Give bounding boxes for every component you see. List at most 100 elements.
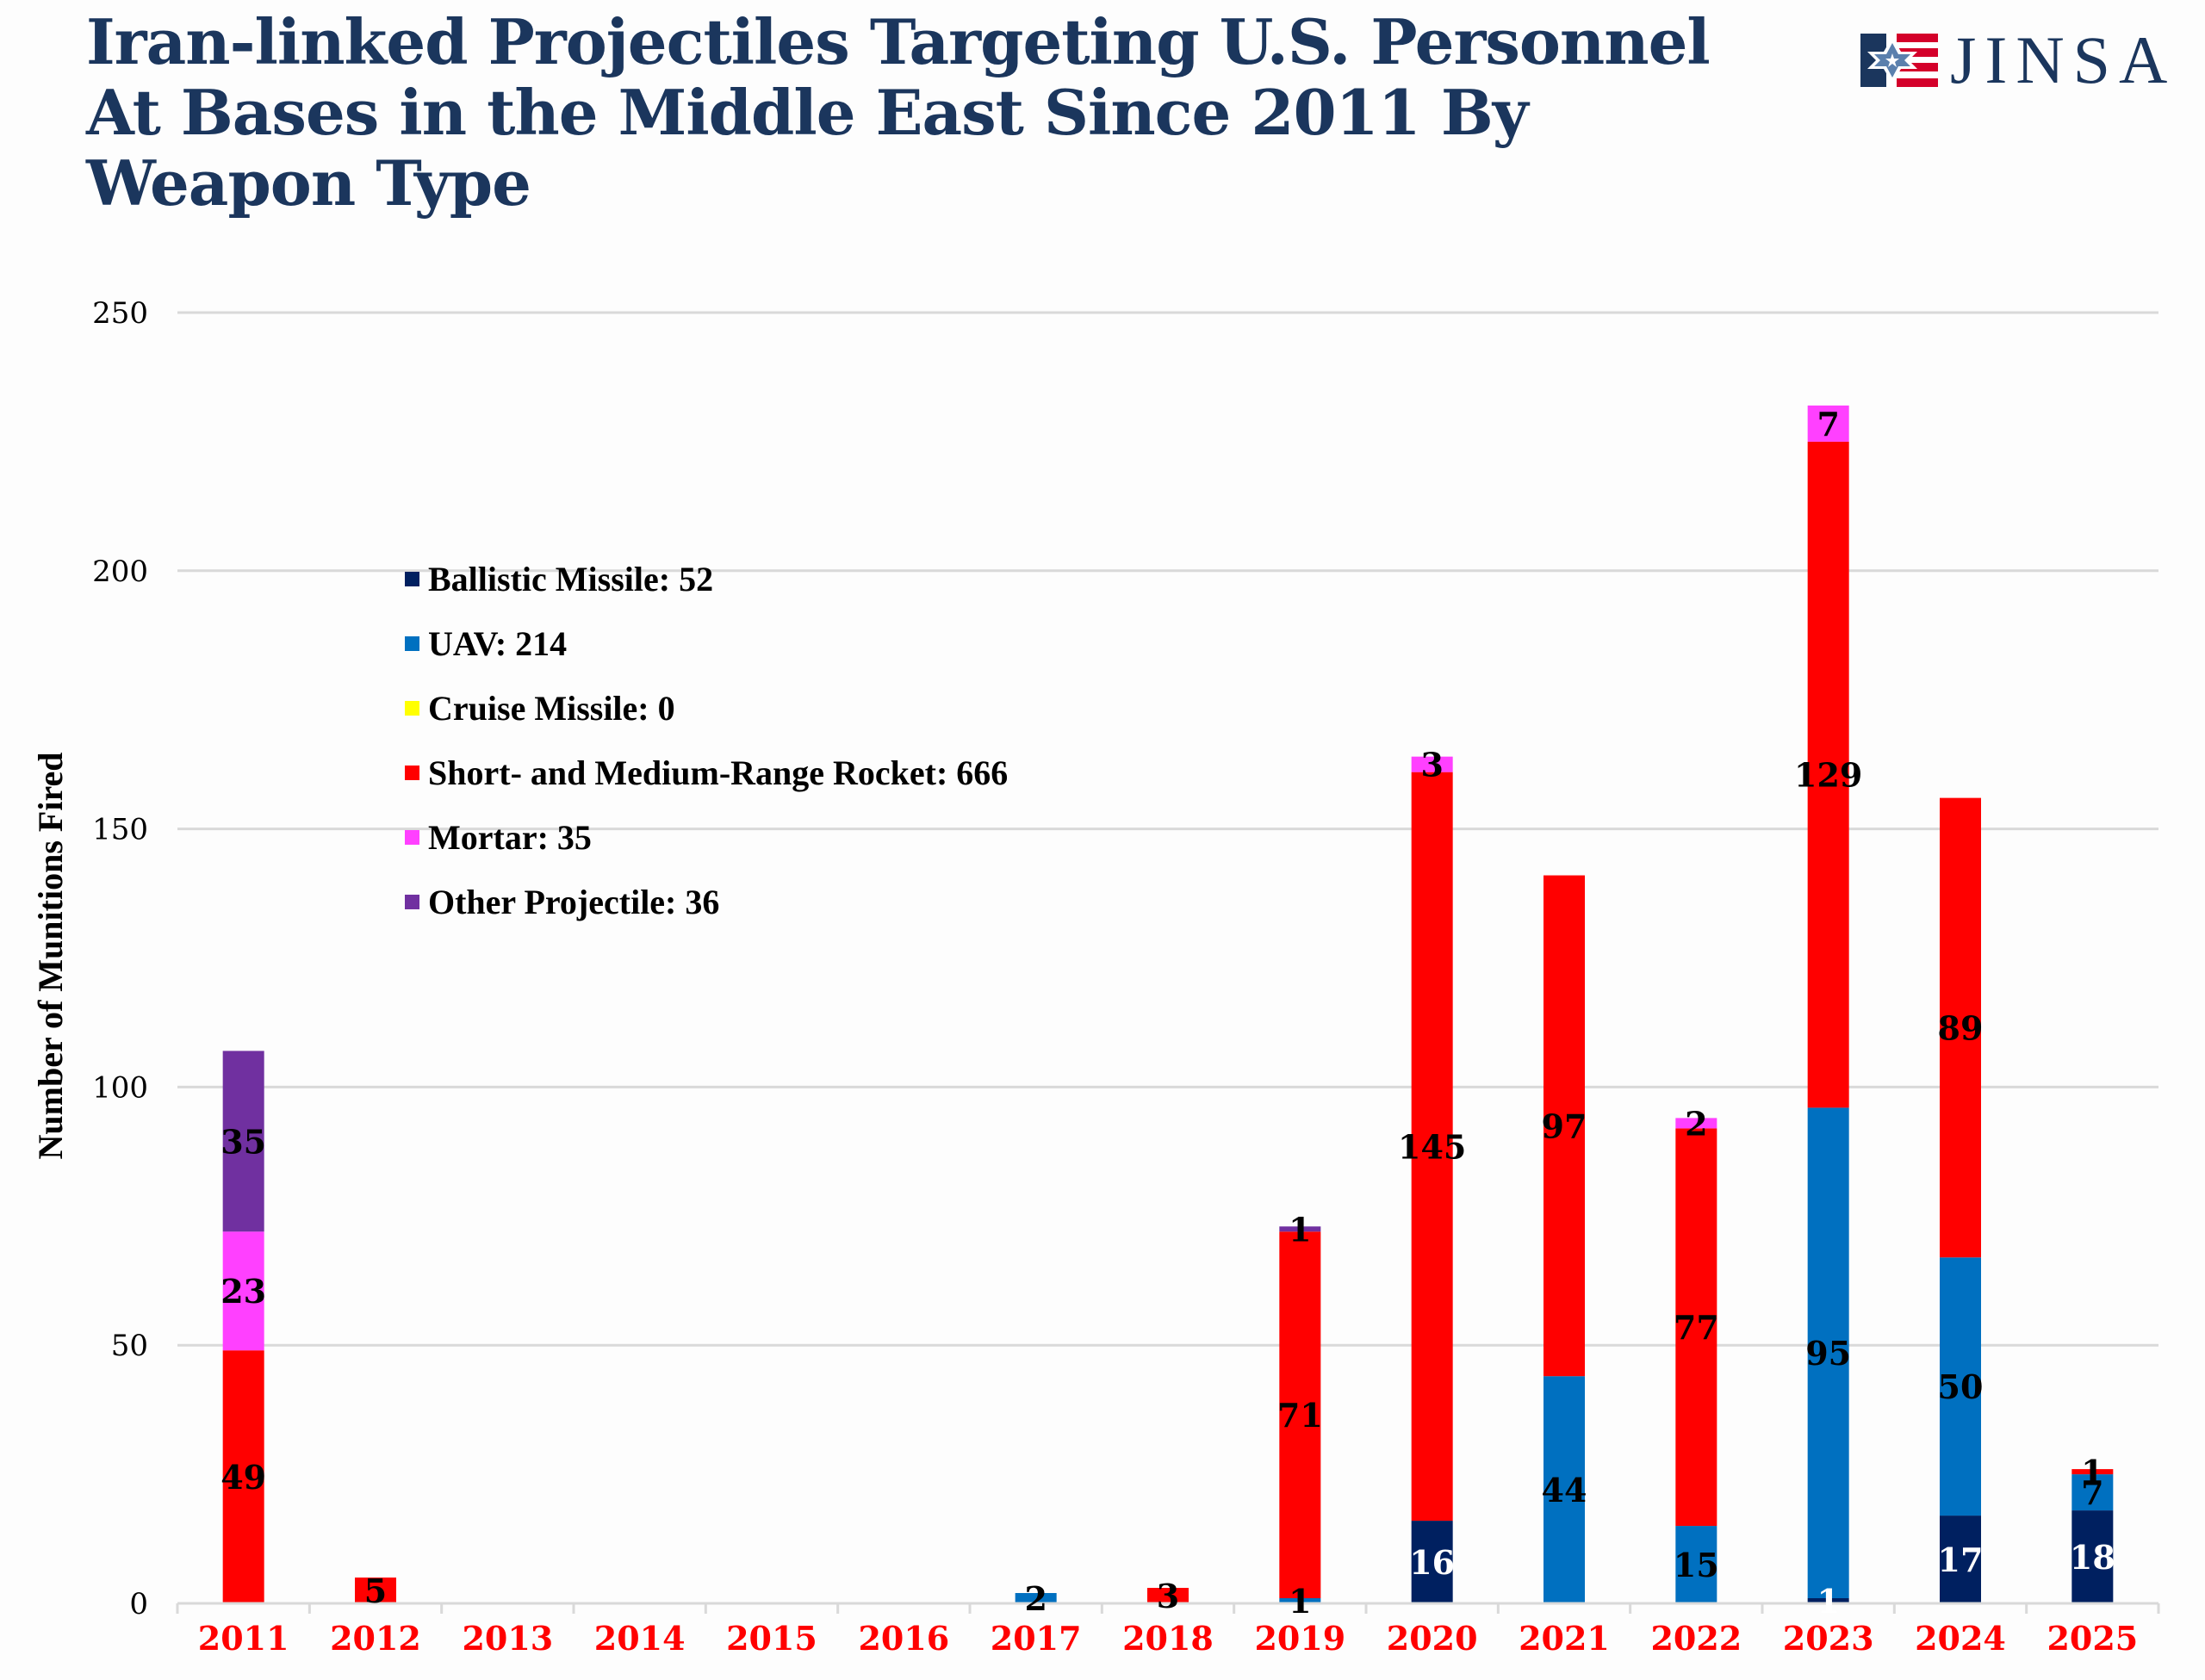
legend-item: Ballistic Missile: 52	[405, 547, 1008, 611]
bar-segment-mortar-2011	[222, 1231, 264, 1351]
star-of-david-flag-icon	[1860, 34, 1938, 87]
data-label: 7	[2081, 1473, 2103, 1512]
legend-label: Mortar: 35	[428, 818, 592, 857]
x-tick-label: 2015	[726, 1619, 817, 1658]
legend-item: Cruise Missile: 0	[405, 676, 1008, 741]
x-tick-label: 2024	[1915, 1619, 2006, 1658]
data-label: 97	[1542, 1107, 1587, 1145]
data-label: 145	[1398, 1127, 1466, 1166]
x-tick-label: 2013	[462, 1619, 553, 1658]
data-label: 7	[1817, 405, 1839, 443]
legend-item: Other Projectile: 36	[405, 870, 1008, 934]
x-tick-label: 2023	[1783, 1619, 1874, 1658]
x-tick-label: 2022	[1650, 1619, 1742, 1658]
data-label: 17	[1938, 1541, 1984, 1579]
bar-segment-short-and-medium-range-rocket-2024	[1940, 797, 1981, 1258]
legend-swatch	[405, 572, 419, 586]
bar-segment-other-projectile-2011	[222, 1051, 264, 1232]
logo-text: JINSA	[1950, 22, 2177, 97]
legend-swatch	[405, 636, 419, 651]
bar-segment-uav-2023	[1807, 1107, 1849, 1599]
legend-item: UAV: 214	[405, 611, 1008, 676]
bar-segment-mortar-2020	[1411, 756, 1453, 772]
bar-segment-uav-2024	[1940, 1257, 1981, 1516]
legend-swatch	[405, 701, 419, 716]
x-tick-label: 2017	[991, 1619, 1082, 1658]
y-tick-label: 200	[92, 555, 148, 589]
bar-segment-uav-2017	[1015, 1593, 1057, 1603]
data-label: 1	[2081, 1453, 2103, 1491]
legend-label: Cruise Missile: 0	[428, 689, 675, 728]
legend-item: Short- and Medium-Range Rocket: 666	[405, 741, 1008, 805]
bar-segment-mortar-2023	[1807, 405, 1849, 442]
data-label: 95	[1805, 1334, 1851, 1373]
legend-swatch	[405, 895, 419, 909]
bar-segment-uav-2022	[1675, 1526, 1717, 1603]
legend-swatch	[405, 830, 419, 845]
data-label: 50	[1938, 1367, 1984, 1406]
legend-item: Mortar: 35	[405, 805, 1008, 870]
y-tick-label: 150	[92, 813, 148, 847]
x-tick-label: 2011	[198, 1619, 289, 1658]
data-label: 15	[1674, 1546, 1719, 1584]
y-tick-label: 100	[92, 1070, 148, 1105]
data-label: 77	[1674, 1308, 1719, 1347]
bar-segment-ballistic-missile-2023	[1807, 1598, 1849, 1603]
bar-segment-short-and-medium-range-rocket-2023	[1807, 441, 1849, 1108]
bar-segment-short-and-medium-range-rocket-2022	[1675, 1128, 1717, 1527]
data-label: 1	[1289, 1210, 1311, 1249]
x-tick-label: 2019	[1254, 1619, 1345, 1658]
x-tick-label: 2018	[1122, 1619, 1214, 1658]
data-label: 5	[364, 1572, 387, 1610]
chart-title: Iran-linked Projectiles Targeting U.S. P…	[86, 5, 1711, 220]
bar-segment-ballistic-missile-2020	[1411, 1521, 1453, 1603]
x-tick-label: 2014	[594, 1619, 686, 1658]
data-label: 3	[1420, 746, 1443, 784]
data-label: 89	[1938, 1008, 1984, 1047]
bar-segment-uav-2025	[2071, 1474, 2114, 1511]
data-label: 2	[1024, 1579, 1047, 1618]
bar-segment-uav-2019	[1279, 1598, 1321, 1603]
bar-segment-short-and-medium-range-rocket-2021	[1544, 875, 1585, 1377]
x-tick-label: 2012	[330, 1619, 421, 1658]
bar-segment-short-and-medium-range-rocket-2012	[355, 1578, 396, 1603]
legend-label: Ballistic Missile: 52	[428, 560, 714, 598]
bars	[222, 405, 2114, 1603]
bar-segment-short-and-medium-range-rocket-2025	[2071, 1469, 2114, 1475]
bar-segment-short-and-medium-range-rocket-2020	[1411, 772, 1453, 1522]
x-tick-label: 2016	[858, 1619, 949, 1658]
bar-segment-ballistic-missile-2024	[1940, 1516, 1981, 1603]
y-tick-label: 50	[111, 1329, 148, 1363]
data-label: 49	[220, 1458, 266, 1497]
data-label: 3	[1157, 1577, 1179, 1615]
jinsa-logo: JINSA	[1860, 26, 2176, 95]
legend-label: Short- and Medium-Range Rocket: 666	[428, 753, 1009, 792]
y-axis-ticks: 0 50 100 150 200 250	[92, 296, 148, 1621]
y-axis-label: Number of Munitions Fired	[31, 753, 70, 1160]
bar-segment-short-and-medium-range-rocket-2018	[1147, 1588, 1189, 1603]
data-label: 1	[1817, 1582, 1839, 1621]
bar-segment-mortar-2022	[1675, 1118, 1717, 1129]
data-label: 16	[1409, 1543, 1455, 1582]
data-label: 2	[1685, 1104, 1707, 1143]
x-axis-ticks: 2011 2012 2013 2014 2015 2016 2017 2018 2019 2020…	[198, 1619, 2138, 1658]
bar-segment-ballistic-missile-2025	[2071, 1510, 2114, 1603]
bar-segment-uav-2021	[1544, 1376, 1585, 1603]
data-label: 23	[220, 1272, 266, 1311]
y-tick-label: 250	[92, 296, 148, 331]
data-label: 71	[1277, 1396, 1323, 1435]
legend-label: UAV: 214	[428, 624, 568, 663]
y-tick-label: 0	[129, 1587, 148, 1621]
bar-segment-short-and-medium-range-rocket-2011	[222, 1350, 264, 1603]
legend-label: Other Projectile: 36	[428, 883, 720, 921]
data-label: 129	[1794, 756, 1862, 795]
data-label: 44	[1542, 1471, 1587, 1510]
legend: Ballistic Missile: 52 UAV: 214 Cruise Miss…	[405, 547, 1008, 934]
x-tick-label: 2025	[2047, 1619, 2138, 1658]
bar-segment-short-and-medium-range-rocket-2019	[1279, 1231, 1321, 1599]
data-label: 1	[1289, 1582, 1311, 1621]
x-tick-label: 2021	[1519, 1619, 1610, 1658]
legend-swatch	[405, 766, 419, 780]
